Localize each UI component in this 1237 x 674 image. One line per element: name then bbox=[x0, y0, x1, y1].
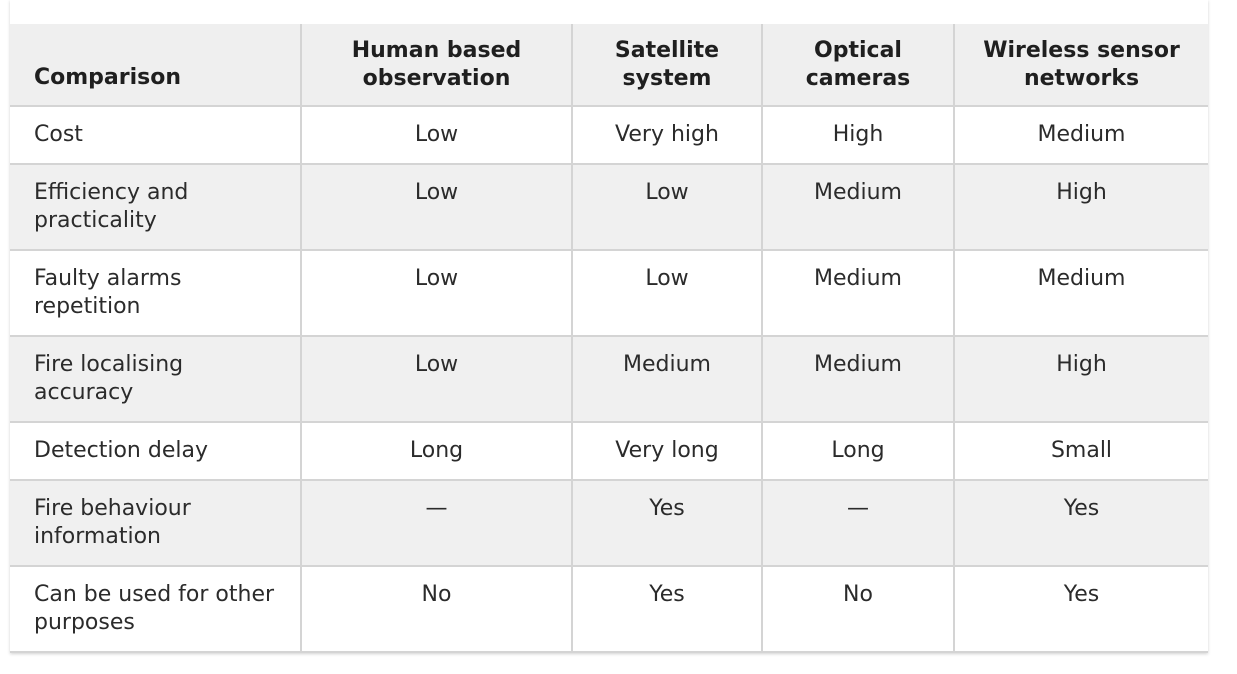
table-cell: No bbox=[300, 566, 572, 653]
table-cell: Low bbox=[300, 336, 572, 423]
table-header: Comparison Human based observation Satel… bbox=[10, 24, 1208, 107]
header-cell-optical-cameras: Optical cameras bbox=[761, 24, 954, 107]
table-cell: Medium bbox=[953, 106, 1208, 165]
table-row: Detection delay Long Very long Long Smal… bbox=[10, 422, 1208, 481]
row-label: Faulty alarms repetition bbox=[10, 250, 301, 337]
table-row: Fire localising accuracy Low Medium Medi… bbox=[10, 336, 1208, 423]
table-cell: Medium bbox=[571, 336, 762, 423]
table-cell: Medium bbox=[953, 250, 1208, 337]
row-label: Fire behaviour information bbox=[10, 480, 301, 567]
table-cell: Yes bbox=[571, 480, 762, 567]
table-cell: Yes bbox=[953, 480, 1208, 567]
table-cell: — bbox=[761, 480, 954, 567]
header-cell-satellite-system: Satellite system bbox=[571, 24, 762, 107]
header-cell-comparison: Comparison bbox=[10, 24, 301, 107]
row-label: Fire localising accuracy bbox=[10, 336, 301, 423]
table-cell: Yes bbox=[571, 566, 762, 653]
table-row: Cost Low Very high High Medium bbox=[10, 106, 1208, 165]
row-label: Efficiency and practicality bbox=[10, 164, 301, 251]
table-body: Cost Low Very high High Medium Efficienc… bbox=[10, 106, 1208, 653]
comparison-table: Comparison Human based observation Satel… bbox=[10, 24, 1208, 653]
table-cell: Medium bbox=[761, 336, 954, 423]
table-row: Fire behaviour information — Yes — Yes bbox=[10, 480, 1208, 567]
table-cell: Yes bbox=[953, 566, 1208, 653]
table-top-strip bbox=[10, 0, 1208, 24]
table-cell: Low bbox=[571, 164, 762, 251]
table-cell: Long bbox=[761, 422, 954, 481]
header-cell-wireless-sensor-networks: Wireless sensor networks bbox=[953, 24, 1208, 107]
table-cell: Long bbox=[300, 422, 572, 481]
table-cell: Low bbox=[571, 250, 762, 337]
table-cell: Low bbox=[300, 250, 572, 337]
table-cell: Low bbox=[300, 164, 572, 251]
table-row: Efficiency and practicality Low Low Medi… bbox=[10, 164, 1208, 251]
table-cell: No bbox=[761, 566, 954, 653]
table-cell: High bbox=[953, 164, 1208, 251]
table-cell: Very long bbox=[571, 422, 762, 481]
table-cell: Low bbox=[300, 106, 572, 165]
row-label: Can be used for other purposes bbox=[10, 566, 301, 653]
table-cell: Small bbox=[953, 422, 1208, 481]
table-cell: — bbox=[300, 480, 572, 567]
table-cell: Medium bbox=[761, 250, 954, 337]
table-cell: High bbox=[761, 106, 954, 165]
row-label: Detection delay bbox=[10, 422, 301, 481]
comparison-table-container: Comparison Human based observation Satel… bbox=[10, 0, 1208, 653]
table-cell: Very high bbox=[571, 106, 762, 165]
table-row: Can be used for other purposes No Yes No… bbox=[10, 566, 1208, 653]
table-cell: High bbox=[953, 336, 1208, 423]
row-label: Cost bbox=[10, 106, 301, 165]
header-row: Comparison Human based observation Satel… bbox=[10, 24, 1208, 107]
table-row: Faulty alarms repetition Low Low Medium … bbox=[10, 250, 1208, 337]
header-cell-human-observation: Human based observation bbox=[300, 24, 572, 107]
table-cell: Medium bbox=[761, 164, 954, 251]
